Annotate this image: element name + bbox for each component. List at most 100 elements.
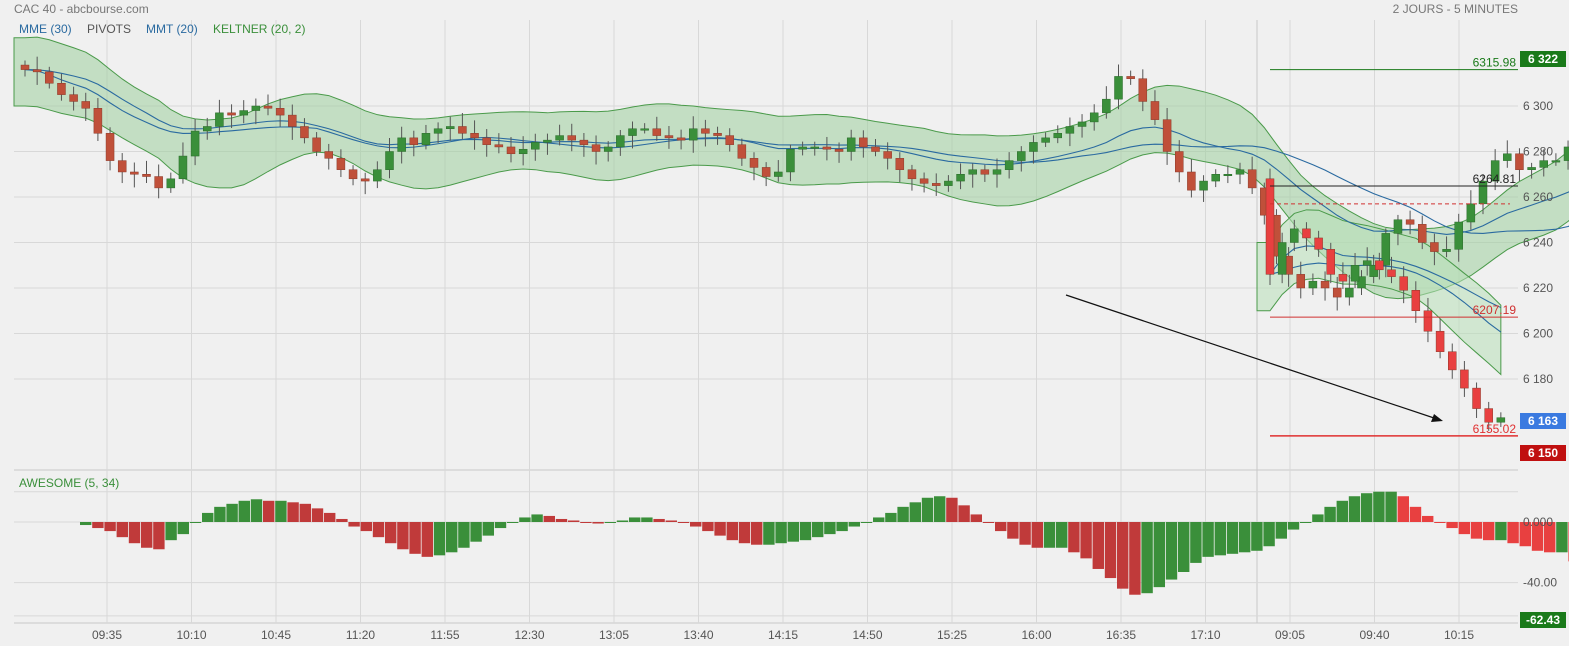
candle-body — [786, 148, 795, 173]
candle-body — [324, 151, 333, 159]
candle-body — [1138, 78, 1148, 102]
candle-body — [1484, 408, 1493, 423]
awesome-bar — [1226, 522, 1239, 554]
awesome-bar — [1068, 522, 1080, 553]
candle-body — [1199, 180, 1208, 191]
candle-body — [178, 155, 188, 180]
awesome-bar — [116, 522, 128, 538]
candle-body — [1247, 169, 1257, 189]
awesome-bar — [1446, 522, 1458, 529]
pivot-lines: 6315.98 6264.81 6207.19 6155.02 — [1270, 56, 1518, 437]
legend-mme[interactable]: MME (30) — [19, 22, 72, 36]
candle-body — [1563, 146, 1569, 161]
awesome-bar — [275, 500, 287, 522]
awesome-bar — [690, 522, 702, 527]
candle-body — [1448, 351, 1457, 371]
candle-body — [1302, 228, 1311, 239]
awesome-bar — [1263, 522, 1275, 547]
candle-body — [1362, 260, 1372, 266]
awesome-bar — [1422, 515, 1434, 522]
awesome-bar — [1043, 522, 1056, 548]
awesome-bar — [360, 522, 372, 532]
candle-body — [980, 169, 990, 175]
legend-pivots[interactable]: PIVOTS — [87, 22, 131, 36]
candle-body — [421, 133, 431, 145]
candle-body — [1187, 171, 1196, 191]
candle-body — [737, 144, 747, 159]
candle-body — [1405, 219, 1415, 225]
candle-body — [203, 126, 212, 132]
awesome-bar — [1275, 522, 1287, 539]
candle-body — [1466, 203, 1476, 223]
price-tag-last: 6 163 — [1520, 413, 1566, 429]
price-tick-label: 6 280 — [1523, 145, 1553, 159]
candle-body — [154, 176, 163, 189]
awesome-bar — [519, 517, 531, 522]
awesome-bar — [1092, 522, 1104, 569]
candle-body — [1211, 174, 1220, 182]
candle-body — [1326, 249, 1335, 275]
candle-body — [69, 94, 78, 102]
awesome-bar — [1324, 506, 1336, 522]
candle-body — [774, 171, 783, 177]
candle-body — [1357, 276, 1366, 289]
price-tick-label: 6 240 — [1523, 236, 1553, 250]
awesome-bar — [1104, 522, 1117, 579]
candle-body — [1175, 151, 1184, 173]
awesome-bar — [433, 522, 446, 556]
candle-body — [932, 183, 941, 186]
awesome-bar — [1239, 522, 1251, 553]
time-tick-label: 16:35 — [1106, 628, 1136, 642]
header-right-title: 2 JOURS - 5 MINUTES — [1393, 2, 1518, 16]
candle-body — [1503, 153, 1512, 161]
candle-body — [1442, 249, 1451, 252]
candle-body — [1393, 219, 1403, 234]
awesome-bar — [1556, 522, 1568, 553]
awesome-bar — [1397, 496, 1409, 522]
time-tick-label: 13:05 — [599, 628, 629, 642]
time-tick-label: 16:00 — [1021, 628, 1051, 642]
legend-keltner[interactable]: KELTNER (20, 2) — [213, 22, 305, 36]
awesome-bar — [1129, 522, 1141, 595]
candle-body — [288, 114, 297, 127]
candle-body — [1332, 287, 1342, 298]
candle-body — [215, 112, 224, 127]
candle-body — [190, 130, 200, 157]
candle-body — [956, 174, 965, 182]
awesome-bar — [629, 517, 641, 522]
time-tick-label: 10:45 — [261, 628, 291, 642]
legend-mmt[interactable]: MMT (20) — [146, 22, 198, 36]
candle-body — [713, 133, 722, 136]
awesome-bar — [189, 522, 202, 523]
candle-body — [664, 135, 674, 139]
candle-body — [1308, 280, 1318, 289]
awesome-bar — [1531, 522, 1544, 551]
candle-body — [1527, 167, 1536, 170]
candle-body — [1053, 133, 1062, 139]
awesome-bar — [372, 522, 385, 538]
candle-body — [1551, 160, 1561, 163]
candle-body — [275, 108, 285, 116]
awesome-bar — [482, 522, 494, 536]
awesome-bar — [873, 517, 885, 522]
candle-body — [1430, 242, 1439, 252]
candle-body — [628, 128, 637, 136]
candle-body — [397, 137, 406, 152]
candle-body — [300, 126, 309, 139]
legend-awesome[interactable]: AWESOME (5, 34) — [19, 476, 119, 490]
candle-body — [701, 128, 710, 134]
awesome-bar — [726, 522, 738, 541]
pivot-label: 6264.81 — [1473, 172, 1517, 186]
awesome-bar — [214, 506, 226, 522]
awesome-bar — [543, 515, 555, 522]
candle-body — [1345, 287, 1354, 298]
candle-body — [1162, 119, 1172, 152]
awesome-bar — [458, 522, 470, 548]
awesome-bar — [1300, 522, 1312, 523]
candle-body — [518, 148, 528, 155]
awesome-bar — [738, 522, 751, 544]
time-tick-label: 10:10 — [176, 628, 206, 642]
candle-body — [798, 146, 807, 150]
awesome-bar — [348, 522, 360, 527]
